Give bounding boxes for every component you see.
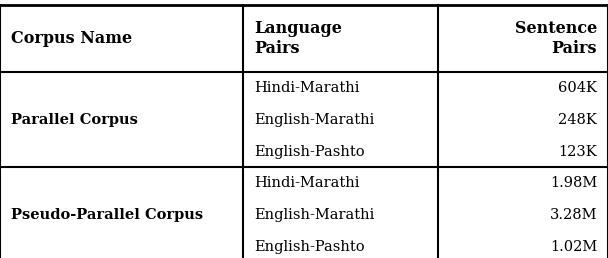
Text: 123K: 123K bbox=[558, 144, 597, 159]
Text: 1.98M: 1.98M bbox=[550, 176, 597, 190]
Text: Parallel Corpus: Parallel Corpus bbox=[11, 113, 138, 127]
Text: Pseudo-Parallel Corpus: Pseudo-Parallel Corpus bbox=[11, 208, 203, 222]
Text: 248K: 248K bbox=[558, 113, 597, 127]
Text: Hindi-Marathi: Hindi-Marathi bbox=[254, 176, 360, 190]
Text: 3.28M: 3.28M bbox=[550, 208, 597, 222]
Text: Language
Pairs: Language Pairs bbox=[254, 20, 342, 57]
Text: Corpus Name: Corpus Name bbox=[11, 30, 132, 47]
Text: Sentence
Pairs: Sentence Pairs bbox=[515, 20, 597, 57]
Text: 1.02M: 1.02M bbox=[550, 240, 597, 254]
Text: English-Marathi: English-Marathi bbox=[254, 208, 375, 222]
Text: English-Marathi: English-Marathi bbox=[254, 113, 375, 127]
Text: Hindi-Marathi: Hindi-Marathi bbox=[254, 81, 360, 95]
Text: 604K: 604K bbox=[558, 81, 597, 95]
Text: English-Pashto: English-Pashto bbox=[254, 240, 365, 254]
Text: English-Pashto: English-Pashto bbox=[254, 144, 365, 159]
